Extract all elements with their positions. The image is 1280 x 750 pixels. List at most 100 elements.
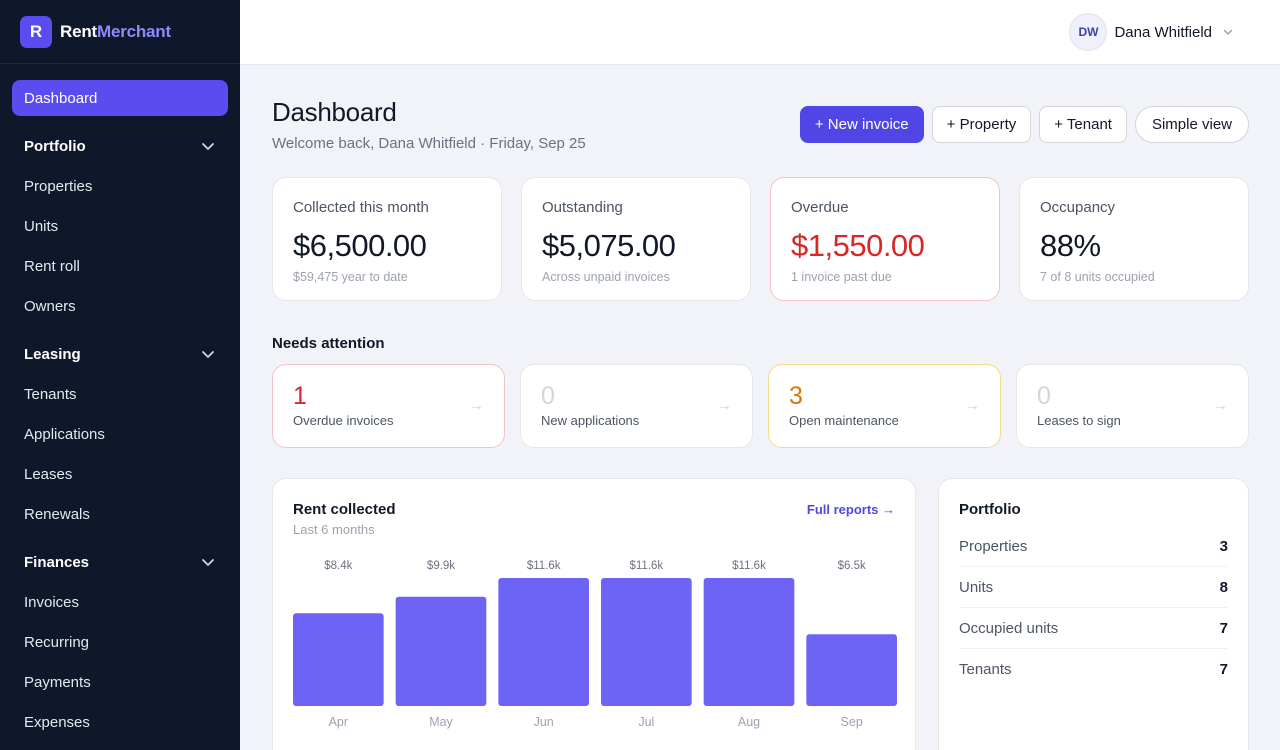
attention-card-overdue-invoices[interactable]: 1 Overdue invoices →	[272, 364, 505, 448]
arrow-right-icon: →	[716, 397, 732, 414]
topbar: DW Dana Whitfield	[240, 0, 1280, 65]
page-subtitle: Welcome back, Dana Whitfield · Friday, S…	[272, 135, 586, 152]
chart-data-label: $6.5k	[838, 560, 866, 572]
add-tenant-button[interactable]: + Tenant	[1039, 106, 1127, 143]
sidebar-item-applications[interactable]: Applications	[24, 425, 105, 443]
portfolio-row-value: 7	[1219, 619, 1228, 637]
attention-card-open-maintenance[interactable]: 3 Open maintenance →	[768, 364, 1001, 448]
sidebar-item-leases[interactable]: Leases	[24, 465, 73, 483]
portfolio-row: Properties 3	[959, 526, 1228, 567]
chart-data-label: $11.6k	[629, 560, 663, 572]
stat-label: Outstanding	[542, 199, 623, 216]
chart-tick-label: Jun	[534, 715, 554, 729]
stat-cards: Collected this month $6,500.00 $59,475 y…	[272, 177, 1249, 301]
attention-label: New applications	[541, 413, 640, 428]
sidebar-item-payments[interactable]: Payments	[24, 673, 91, 691]
sidebar-item-expenses[interactable]: Expenses	[24, 713, 90, 731]
sidebar-group-label: Portfolio	[24, 137, 86, 155]
portfolio-row-value: 7	[1219, 661, 1228, 678]
chart-data-label: $11.6k	[732, 560, 766, 572]
sidebar-item-dashboard[interactable]: Dashboard	[12, 80, 228, 116]
stat-note: Across unpaid invoices	[542, 270, 670, 284]
attention-count: 0	[1037, 382, 1051, 410]
sidebar-group-portfolio[interactable]: Portfolio	[12, 128, 228, 164]
attention-label: Leases to sign	[1037, 413, 1121, 428]
sidebar-group-label: Finances	[24, 553, 90, 571]
stat-card-occupancy: Occupancy 88% 7 of 8 units occupied	[1019, 177, 1249, 301]
sidebar-item-properties[interactable]: Properties	[24, 177, 93, 195]
portfolio-row: Occupied units 7	[959, 608, 1228, 649]
sidebar-item-rent-roll[interactable]: Rent roll	[24, 257, 80, 275]
full-reports-link[interactable]: Full reports →	[806, 502, 895, 517]
sidebar-item-units[interactable]: Units	[24, 217, 59, 235]
stat-card-overdue: Overdue $1,550.00 1 invoice past due	[770, 177, 1000, 301]
rent-collected-card: $8.4k Apr $9.9k May $11.6k Jun $11.6k Jul $11.6k…	[272, 478, 916, 750]
stat-label: Occupancy	[1040, 199, 1116, 216]
brand-name-part2: Merchant	[96, 21, 171, 41]
stat-value: $6,500.00	[293, 228, 427, 263]
portfolio-row-label: Tenants	[959, 661, 1012, 678]
user-menu[interactable]: DW Dana Whitfield	[1069, 13, 1234, 51]
attention-card-leases-to-sign[interactable]: 0 Leases to sign →	[1016, 364, 1249, 448]
sidebar-nav: Dashboard Portfolio Properties Units Ren…	[0, 64, 240, 740]
add-property-button[interactable]: + Property	[931, 106, 1032, 143]
attention-count: 0	[541, 382, 555, 410]
user-name: Dana Whitfield	[1114, 23, 1212, 41]
chevron-down-icon	[202, 559, 214, 566]
brand-logo: R	[20, 15, 52, 48]
portfolio-row-label: Units	[959, 578, 994, 596]
attention-label: Open maintenance	[789, 413, 899, 428]
sidebar-group-leasing[interactable]: Leasing	[12, 336, 228, 372]
stat-card-outstanding: Outstanding $5,075.00 Across unpaid invo…	[521, 177, 751, 301]
chart-bar-aug	[703, 578, 795, 706]
new-invoice-button[interactable]: + New invoice	[799, 106, 924, 143]
portfolio-row: Tenants 7	[959, 649, 1228, 690]
chart-data-label: $11.6k	[527, 560, 561, 572]
stat-label: Collected this month	[293, 199, 429, 216]
sidebar-group-finances[interactable]: Finances	[12, 544, 228, 580]
chart-bar-jul	[601, 578, 692, 706]
stat-note: 7 of 8 units occupied	[1040, 270, 1155, 284]
stat-note: 1 invoice past due	[791, 270, 892, 284]
chevron-down-icon	[202, 143, 214, 150]
sidebar: R RentMerchant Dashboard Portfolio Prope…	[0, 0, 240, 750]
stat-card-collected: Collected this month $6,500.00 $59,475 y…	[272, 177, 502, 301]
chart-data-label: $9.9k	[427, 560, 455, 572]
avatar: DW	[1069, 13, 1108, 51]
brand-name: RentMerchant	[60, 22, 171, 42]
chart-tick-label: Sep	[841, 715, 863, 729]
brand[interactable]: R RentMerchant	[0, 0, 240, 64]
sidebar-item-recurring[interactable]: Recurring	[24, 633, 90, 651]
attention-card-new-applications[interactable]: 0 New applications →	[520, 364, 753, 448]
arrow-right-icon: →	[964, 397, 980, 414]
portfolio-title: Portfolio	[959, 501, 1021, 518]
simple-view-button[interactable]: Simple view	[1134, 106, 1249, 143]
stat-value: $1,550.00	[791, 228, 925, 263]
portfolio-row-value: 3	[1219, 537, 1228, 555]
chart-subtitle: Last 6 months	[293, 522, 375, 537]
stat-label: Overdue	[791, 199, 849, 216]
chart-data-label: $8.4k	[324, 560, 352, 572]
portfolio-row-label: Occupied units	[959, 619, 1059, 637]
chevron-down-icon	[202, 351, 214, 358]
header-actions: + New invoice + Property + Tenant Simple…	[799, 106, 1249, 143]
chart-tick-label: Apr	[329, 715, 348, 729]
stat-note: $59,475 year to date	[293, 270, 408, 284]
stat-value: $5,075.00	[542, 228, 676, 263]
needs-attention-heading: Needs attention	[272, 335, 385, 352]
chart-bar-may	[395, 596, 487, 706]
chart-bar-apr	[293, 613, 384, 706]
attention-cards: 1 Overdue invoices → 0 New applications …	[272, 364, 1249, 448]
sidebar-item-renewals[interactable]: Renewals	[24, 505, 90, 523]
portfolio-list: Properties 3 Units 8 Occupied units 7 Te…	[959, 526, 1228, 690]
attention-count: 1	[293, 382, 307, 410]
portfolio-card: Portfolio Properties 3 Units 8 Occupied …	[938, 478, 1249, 750]
arrow-right-icon: →	[1212, 397, 1228, 414]
sidebar-item-invoices[interactable]: Invoices	[24, 593, 80, 611]
chart-tick-label: Aug	[738, 715, 760, 729]
sidebar-item-owners[interactable]: Owners	[24, 297, 76, 315]
stat-value: 88%	[1040, 228, 1101, 263]
chart-title: Rent collected	[293, 501, 396, 518]
sidebar-item-tenants[interactable]: Tenants	[24, 385, 77, 403]
chart-bar-sep	[806, 634, 897, 706]
